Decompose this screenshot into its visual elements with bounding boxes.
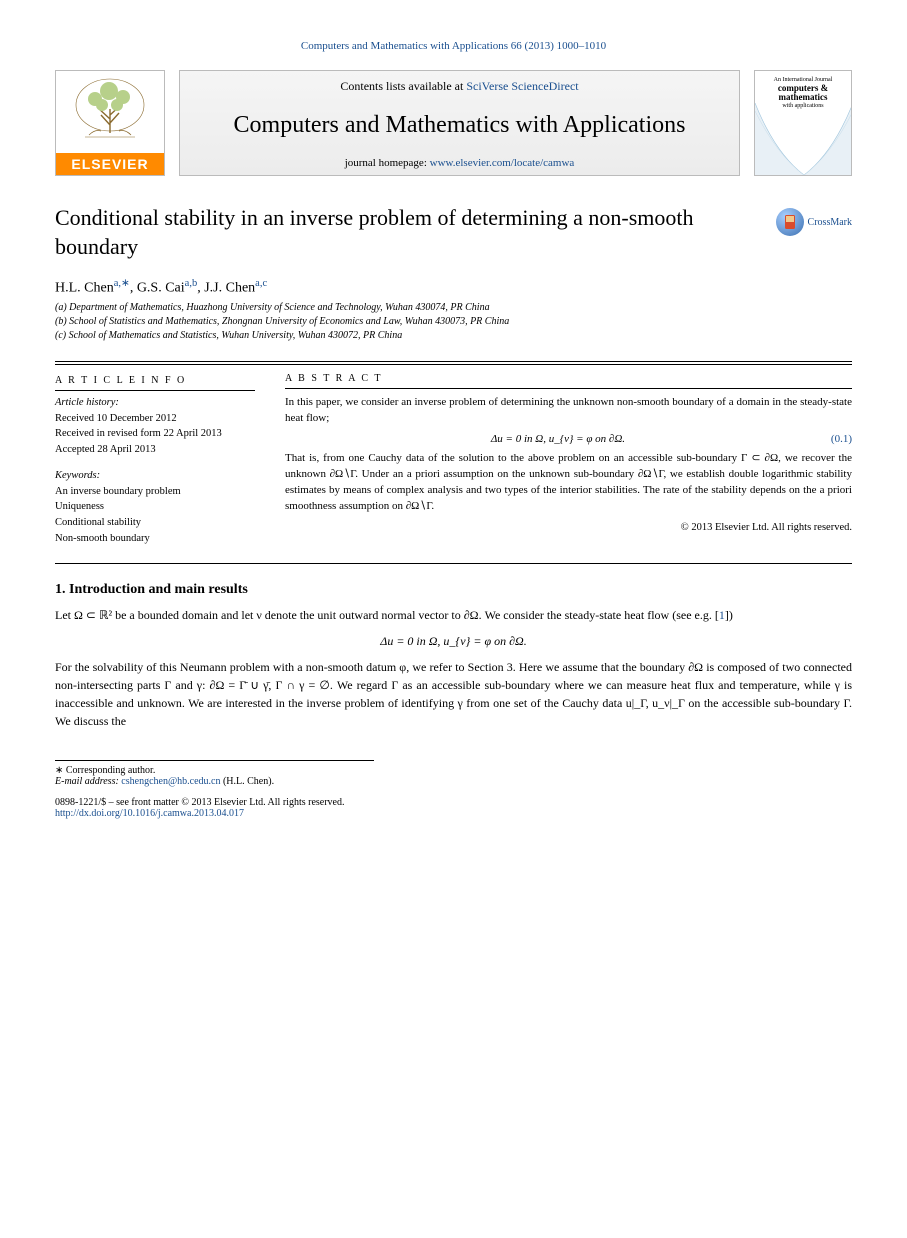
abstract-text-1: In this paper, we consider an inverse pr… — [285, 395, 852, 427]
article-title: Conditional stability in an inverse prob… — [55, 204, 764, 261]
abstract-equation-number[interactable]: (0.1) — [831, 433, 852, 445]
homepage-prefix: journal homepage: — [345, 157, 430, 169]
footnotes: ∗ Corresponding author. E-mail address: … — [55, 760, 374, 787]
elsevier-wordmark: ELSEVIER — [56, 153, 164, 175]
email-suffix: (H.L. Chen). — [223, 776, 274, 787]
abstract-equation: Δu = 0 in Ω, u_{ν} = φ on ∂Ω. — [285, 433, 831, 445]
affiliation-a: (a) Department of Mathematics, Huazhong … — [55, 301, 852, 315]
journal-title: Computers and Mathematics with Applicati… — [190, 102, 729, 149]
citation-link[interactable]: Computers and Mathematics with Applicati… — [301, 40, 606, 52]
section-1-body: Let Ω ⊂ ℝ² be a bounded domain and let ν… — [55, 606, 852, 730]
affiliation-b: (b) School of Statistics and Mathematics… — [55, 315, 852, 329]
abstract-text-2: That is, from one Cauchy data of the sol… — [285, 451, 852, 515]
rule-top2 — [55, 364, 852, 365]
received-date: Received 10 December 2012 — [55, 411, 255, 427]
accepted-date: Accepted 28 April 2013 — [55, 442, 255, 458]
keyword-3: Conditional stability — [55, 515, 255, 531]
affiliations: (a) Department of Mathematics, Huazhong … — [55, 301, 852, 343]
doi-block: 0898-1221/$ – see front matter © 2013 El… — [55, 797, 852, 819]
homepage-line: journal homepage: www.elsevier.com/locat… — [190, 157, 729, 169]
affiliation-c: (c) School of Mathematics and Statistics… — [55, 329, 852, 343]
elsevier-logo[interactable]: ELSEVIER — [55, 70, 165, 176]
keyword-4: Non-smooth boundary — [55, 531, 255, 547]
section-1-para-2: For the solvability of this Neumann prob… — [55, 660, 852, 728]
contents-prefix: Contents lists available at — [340, 79, 466, 93]
homepage-link[interactable]: www.elsevier.com/locate/camwa — [430, 157, 575, 169]
article-info: A R T I C L E I N F O Article history: R… — [55, 373, 255, 547]
title-row: Conditional stability in an inverse prob… — [55, 204, 852, 265]
citation-header: Computers and Mathematics with Applicati… — [55, 40, 852, 52]
article-info-heading: A R T I C L E I N F O — [55, 373, 255, 388]
crossmark-badge[interactable]: CrossMark — [776, 208, 852, 236]
info-abstract-row: A R T I C L E I N F O Article history: R… — [55, 373, 852, 547]
author-list: H.L. Chena,∗, G.S. Caia,b, J.J. Chena,c — [55, 277, 852, 297]
contents-available-line: Contents lists available at SciVerse Sci… — [190, 79, 729, 94]
section-1-para-a: Let Ω ⊂ ℝ² be a bounded domain and let ν… — [55, 608, 719, 622]
revised-date: Received in revised form 22 April 2013 — [55, 426, 255, 442]
abstract-heading: A B S T R A C T — [285, 373, 852, 384]
front-matter-line: 0898-1221/$ – see front matter © 2013 El… — [55, 797, 852, 808]
crossmark-icon — [776, 208, 804, 236]
history-label: Article history: — [55, 395, 255, 411]
corresponding-author: ∗ Corresponding author. — [55, 765, 374, 776]
rule-top1 — [55, 361, 852, 362]
rule-mid — [55, 563, 852, 564]
journal-cover-thumb[interactable]: An International Journal computers & mat… — [754, 70, 852, 176]
banner-center: Contents lists available at SciVerse Sci… — [179, 70, 740, 176]
email-line: E-mail address: cshengchen@hb.cedu.cn (H… — [55, 776, 374, 787]
journal-banner: ELSEVIER Contents lists available at Sci… — [55, 70, 852, 176]
section-1-heading: 1. Introduction and main results — [55, 582, 852, 598]
section-1-para-b: ]) — [725, 608, 733, 622]
abstract: A B S T R A C T In this paper, we consid… — [285, 373, 852, 547]
cover-line2: computers & mathematics — [755, 84, 851, 104]
abstract-equation-row: Δu = 0 in Ω, u_{ν} = φ on ∂Ω. (0.1) — [285, 433, 852, 445]
email-link[interactable]: cshengchen@hb.cedu.cn — [121, 776, 220, 787]
keywords-label: Keywords: — [55, 468, 255, 484]
sciencedirect-link[interactable]: SciVerse ScienceDirect — [466, 79, 578, 93]
section-1-equation: Δu = 0 in Ω, u_{ν} = φ on ∂Ω. — [55, 632, 852, 650]
doi-link[interactable]: http://dx.doi.org/10.1016/j.camwa.2013.0… — [55, 808, 244, 819]
abstract-copyright: © 2013 Elsevier Ltd. All rights reserved… — [285, 522, 852, 533]
crossmark-text: CrossMark — [808, 217, 852, 228]
keyword-2: Uniqueness — [55, 499, 255, 515]
keyword-1: An inverse boundary problem — [55, 484, 255, 500]
email-label: E-mail address: — [55, 776, 121, 787]
elsevier-tree-icon — [56, 75, 164, 153]
